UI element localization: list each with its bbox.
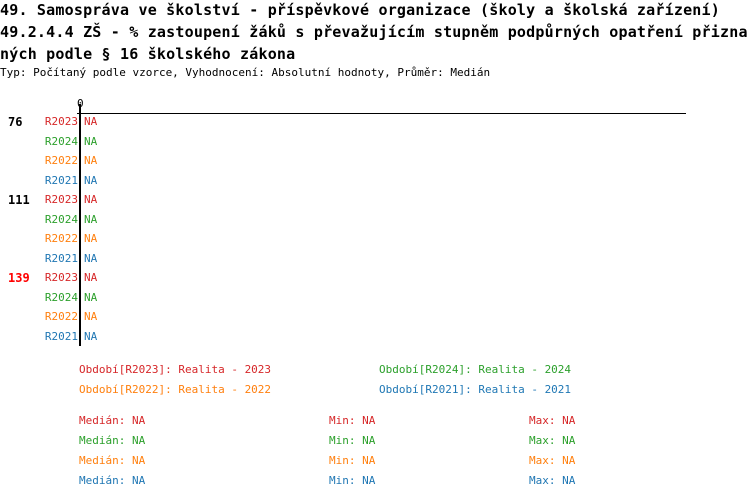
series-label: R2024	[44, 134, 78, 148]
bar-value-label: NA	[84, 251, 98, 265]
series-label: R2022	[44, 232, 78, 245]
chart-subtitle: Typ: Počítaný podle vzorce, Vyhodnocení:…	[0, 66, 491, 79]
stat-max: Max: NA	[529, 434, 576, 447]
group-label: 111	[8, 193, 30, 207]
page-title-line: 49. Samospráva ve školství - příspěvkové…	[0, 1, 720, 19]
series-label: R2022	[44, 154, 78, 167]
page-title-line: 49.2.4.4 ZŠ - % zastoupení žáků s převaž…	[0, 23, 748, 41]
series-label: R2021	[44, 329, 78, 343]
legend-entry: Období[R2024]: Realita - 2024	[379, 363, 572, 376]
page-title-line: ných podle § 16 školského zákona	[0, 45, 296, 63]
bar-value-label: NA	[84, 115, 98, 128]
x-axis-line	[77, 113, 686, 114]
series-label: R2023	[44, 115, 78, 128]
series-label: R2023	[44, 271, 78, 284]
stat-median: Medián: NA	[79, 434, 146, 447]
bar-value-label: NA	[84, 271, 98, 284]
bar-value-label: NA	[84, 232, 98, 245]
stat-max: Max: NA	[529, 414, 576, 427]
stat-max: Max: NA	[529, 474, 576, 487]
stat-min: Min: NA	[329, 434, 376, 447]
bar-value-label: NA	[84, 154, 98, 167]
zero-axis-line	[79, 104, 81, 346]
series-label: R2023	[44, 193, 78, 206]
stat-median: Medián: NA	[79, 414, 146, 427]
group-label: 139	[8, 271, 30, 285]
stat-min: Min: NA	[329, 414, 376, 427]
stat-min: Min: NA	[329, 474, 376, 487]
stat-median: Medián: NA	[79, 474, 146, 487]
stat-median: Medián: NA	[79, 454, 146, 467]
bar-value-label: NA	[84, 173, 98, 187]
bar-value-label: NA	[84, 134, 98, 148]
stat-max: Max: NA	[529, 454, 576, 467]
legend-entry: Období[R2023]: Realita - 2023	[79, 363, 272, 376]
bar-value-label: NA	[84, 310, 98, 323]
bar-value-label: NA	[84, 329, 98, 343]
legend-entry: Období[R2021]: Realita - 2021	[379, 383, 572, 396]
series-label: R2024	[44, 212, 78, 226]
bar-value-label: NA	[84, 193, 98, 206]
legend-entry: Období[R2022]: Realita - 2022	[79, 383, 272, 396]
series-label: R2021	[44, 173, 78, 187]
series-label: R2021	[44, 251, 78, 265]
group-label: 76	[8, 115, 23, 129]
series-label: R2022	[44, 310, 78, 323]
series-label: R2024	[44, 290, 78, 304]
bar-value-label: NA	[84, 290, 98, 304]
stat-min: Min: NA	[329, 454, 376, 467]
x-tick-label: 0	[77, 97, 84, 110]
bar-value-label: NA	[84, 212, 98, 226]
